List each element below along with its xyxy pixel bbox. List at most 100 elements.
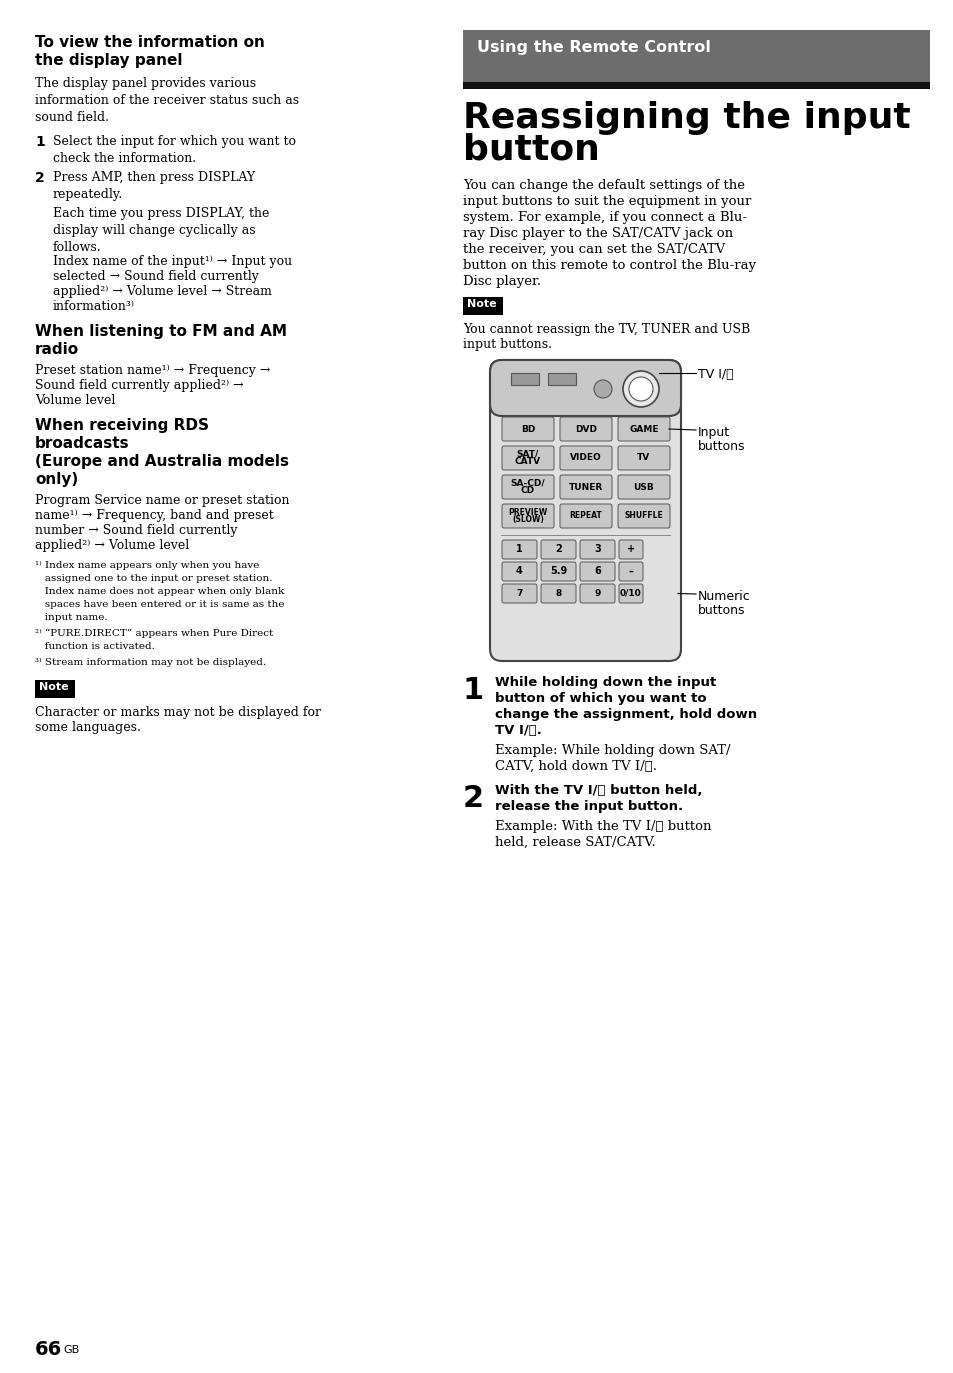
Text: 2: 2 (462, 784, 483, 813)
FancyBboxPatch shape (618, 562, 642, 581)
Text: 66: 66 (35, 1340, 62, 1359)
Text: Disc player.: Disc player. (462, 275, 540, 288)
Text: 6: 6 (594, 567, 600, 577)
Text: The display panel provides various
information of the receiver status such as
so: The display panel provides various infor… (35, 77, 299, 124)
Text: 3: 3 (594, 545, 600, 555)
Text: Numeric: Numeric (698, 590, 750, 603)
Text: radio: radio (35, 342, 79, 357)
Text: system. For example, if you connect a Blu-: system. For example, if you connect a Bl… (462, 211, 746, 224)
Text: 1: 1 (516, 545, 522, 555)
Text: SHUFFLE: SHUFFLE (624, 512, 662, 520)
Text: release the input button.: release the input button. (495, 800, 682, 813)
Text: BD: BD (520, 424, 535, 434)
Text: Reassigning the input: Reassigning the input (462, 102, 910, 135)
Text: Index name of the input¹⁾ → Input you: Index name of the input¹⁾ → Input you (53, 255, 292, 268)
Text: number → Sound field currently: number → Sound field currently (35, 524, 237, 537)
FancyBboxPatch shape (501, 475, 554, 498)
Text: 8: 8 (555, 589, 561, 599)
FancyBboxPatch shape (559, 417, 612, 441)
Text: (SLOW): (SLOW) (512, 515, 543, 524)
FancyBboxPatch shape (490, 360, 680, 416)
FancyBboxPatch shape (618, 475, 669, 498)
Text: While holding down the input: While holding down the input (495, 676, 716, 689)
Text: You cannot reassign the TV, TUNER and USB: You cannot reassign the TV, TUNER and US… (462, 323, 749, 336)
Text: button on this remote to control the Blu-ray: button on this remote to control the Blu… (462, 259, 756, 272)
Text: TV I/⏻: TV I/⏻ (698, 368, 733, 380)
Text: applied²⁾ → Volume level: applied²⁾ → Volume level (35, 540, 189, 552)
Text: Sound field currently applied²⁾ →: Sound field currently applied²⁾ → (35, 379, 243, 393)
Text: Character or marks may not be displayed for: Character or marks may not be displayed … (35, 706, 320, 719)
Text: Press AMP, then press DISPLAY
repeatedly.: Press AMP, then press DISPLAY repeatedly… (53, 172, 254, 200)
Text: DVD: DVD (575, 424, 597, 434)
FancyBboxPatch shape (501, 504, 554, 529)
Text: 5.9: 5.9 (549, 567, 566, 577)
Circle shape (622, 371, 659, 406)
Text: ²⁾ “PURE.DIRECT” appears when Pure Direct: ²⁾ “PURE.DIRECT” appears when Pure Direc… (35, 629, 273, 638)
Bar (547, 373, 576, 384)
Text: GB: GB (63, 1346, 79, 1355)
Text: selected → Sound field currently: selected → Sound field currently (53, 270, 258, 283)
Text: Note: Note (39, 682, 69, 692)
Text: ³⁾ Stream information may not be displayed.: ³⁾ Stream information may not be display… (35, 658, 266, 667)
Text: held, release SAT/CATV.: held, release SAT/CATV. (495, 836, 655, 849)
Text: ray Disc player to the SAT/CATV jack on: ray Disc player to the SAT/CATV jack on (462, 227, 732, 240)
Text: Program Service name or preset station: Program Service name or preset station (35, 494, 289, 507)
Text: button of which you want to: button of which you want to (495, 692, 706, 704)
Text: only): only) (35, 472, 78, 487)
Text: buttons: buttons (698, 604, 744, 616)
Circle shape (628, 378, 652, 401)
Text: Using the Remote Control: Using the Remote Control (476, 40, 710, 55)
Text: PREVIEW: PREVIEW (508, 508, 547, 516)
Text: You can change the default settings of the: You can change the default settings of t… (462, 178, 744, 192)
Text: TV I/⏻.: TV I/⏻. (495, 724, 541, 737)
Text: SA-CD/: SA-CD/ (510, 479, 545, 487)
FancyBboxPatch shape (501, 540, 537, 559)
Text: change the assignment, hold down: change the assignment, hold down (495, 708, 757, 721)
Text: information³⁾: information³⁾ (53, 299, 135, 313)
Text: To view the information on: To view the information on (35, 34, 265, 49)
FancyBboxPatch shape (618, 584, 642, 603)
FancyBboxPatch shape (618, 417, 669, 441)
Text: the display panel: the display panel (35, 54, 182, 69)
Text: 2: 2 (35, 172, 45, 185)
Text: Note: Note (467, 299, 497, 309)
Text: some languages.: some languages. (35, 721, 141, 735)
Text: 2: 2 (555, 545, 561, 555)
Text: 9: 9 (594, 589, 600, 599)
Text: Each time you press DISPLAY, the
display will change cyclically as
follows.: Each time you press DISPLAY, the display… (53, 207, 269, 254)
Text: the receiver, you can set the SAT/CATV: the receiver, you can set the SAT/CATV (462, 243, 724, 255)
Text: buttons: buttons (698, 439, 744, 453)
Text: name¹⁾ → Frequency, band and preset: name¹⁾ → Frequency, band and preset (35, 509, 274, 522)
Text: button: button (462, 133, 599, 168)
Text: input buttons.: input buttons. (462, 338, 552, 351)
FancyBboxPatch shape (579, 584, 615, 603)
Text: When listening to FM and AM: When listening to FM and AM (35, 324, 287, 339)
FancyBboxPatch shape (501, 446, 554, 470)
Text: applied²⁾ → Volume level → Stream: applied²⁾ → Volume level → Stream (53, 286, 272, 298)
Bar (511, 373, 538, 384)
Text: assigned one to the input or preset station.: assigned one to the input or preset stat… (35, 574, 273, 584)
FancyBboxPatch shape (540, 562, 576, 581)
Text: Input: Input (698, 426, 729, 439)
Text: Preset station name¹⁾ → Frequency →: Preset station name¹⁾ → Frequency → (35, 364, 270, 378)
Text: GAME: GAME (629, 424, 659, 434)
FancyBboxPatch shape (618, 504, 669, 529)
Text: When receiving RDS: When receiving RDS (35, 417, 209, 432)
Text: CD: CD (520, 486, 535, 496)
Text: With the TV I/⏻ button held,: With the TV I/⏻ button held, (495, 784, 701, 796)
Bar (462, 297, 502, 314)
Text: Example: With the TV I/⏻ button: Example: With the TV I/⏻ button (495, 820, 711, 833)
Circle shape (594, 380, 612, 398)
Text: Volume level: Volume level (35, 394, 115, 406)
FancyBboxPatch shape (501, 584, 537, 603)
Text: broadcasts: broadcasts (35, 437, 130, 450)
Bar (462, 30, 929, 82)
Text: function is activated.: function is activated. (35, 643, 154, 651)
Text: 7: 7 (516, 589, 522, 599)
Text: –: – (628, 567, 633, 577)
FancyBboxPatch shape (501, 417, 554, 441)
Text: SAT/: SAT/ (517, 449, 538, 459)
FancyBboxPatch shape (559, 475, 612, 498)
Text: input name.: input name. (35, 612, 108, 622)
Text: 1: 1 (35, 135, 45, 150)
